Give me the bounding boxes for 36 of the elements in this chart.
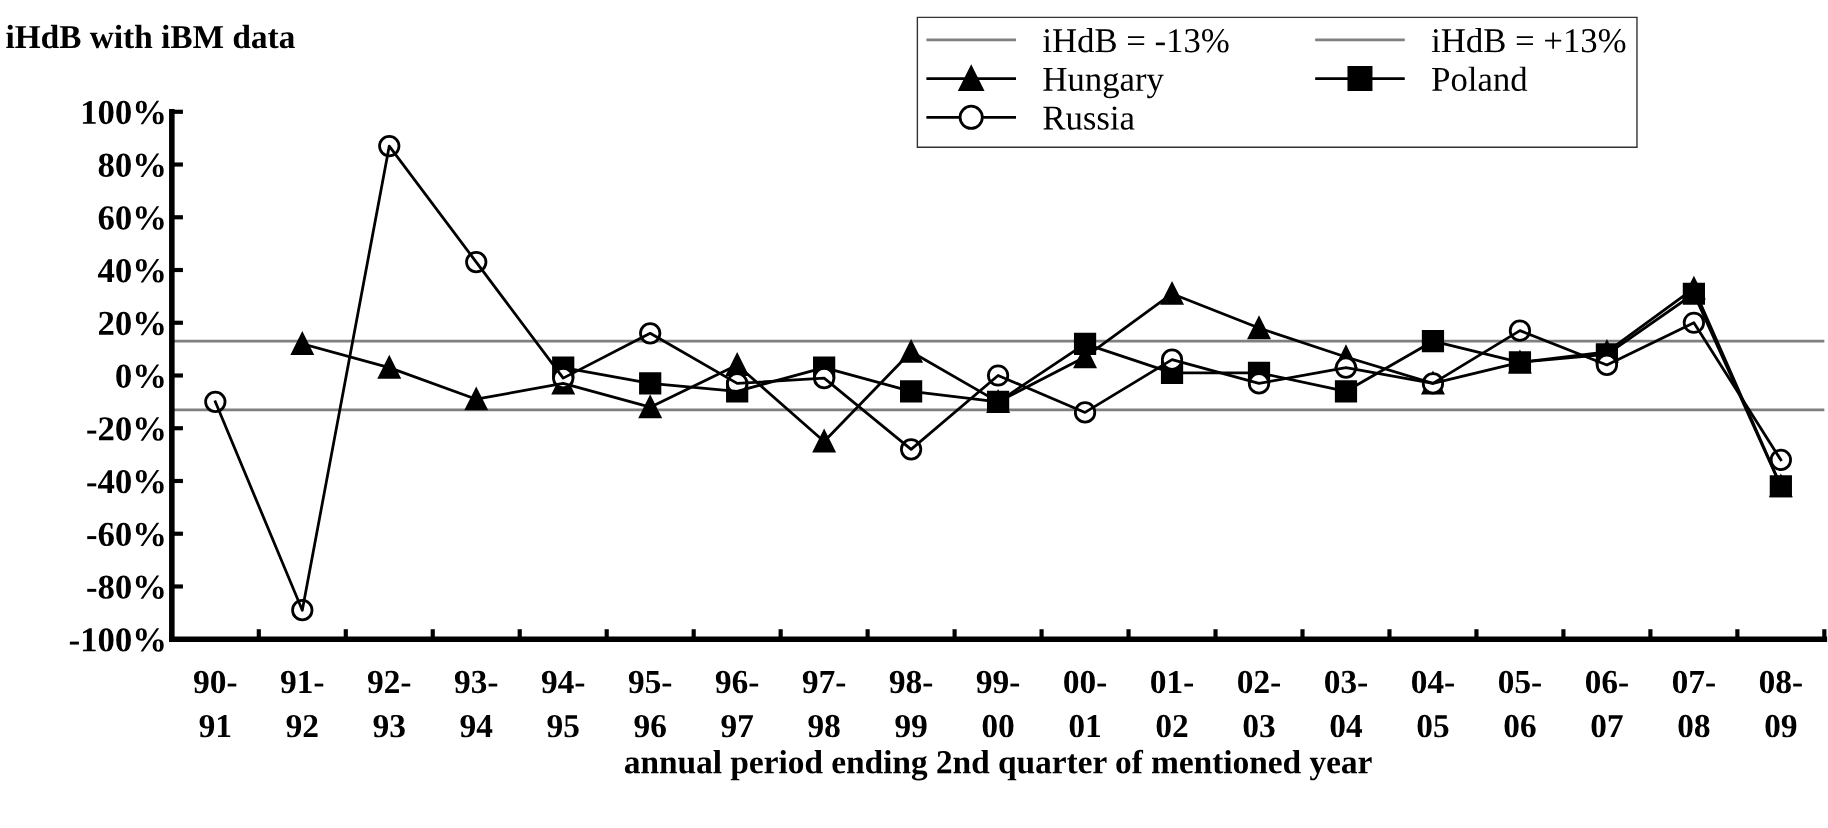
x-tick-label: 98- 99: [889, 670, 933, 738]
legend-label: iHdB = +13%: [1431, 27, 1626, 53]
y-tick-label: 40%: [98, 258, 164, 283]
legend-label: Hungary: [1043, 67, 1164, 99]
x-tick-label: 97- 98: [802, 670, 846, 738]
y-tick-label: -80%: [87, 575, 164, 599]
x-tick-label: 03- 04: [1325, 670, 1367, 738]
x-tick-label: 01- 02: [1151, 670, 1194, 738]
x-tick-label: 94- 95: [541, 670, 585, 738]
x-tick-label: 90- 91: [194, 670, 237, 738]
x-tick-label: 08- 09: [1759, 670, 1802, 738]
x-axis-title: annual period ending 2nd quarter of mentioned year: [624, 749, 1372, 781]
chart-title: iHdB with iBM data: [6, 24, 295, 49]
legend-label: iHdB = -13%: [1043, 27, 1229, 53]
y-tick-label: 60%: [98, 206, 164, 230]
y-tick-label: -100%: [69, 628, 164, 652]
x-tick-label: 07- 08: [1672, 670, 1715, 738]
x-tick-label: 96- 97: [715, 670, 759, 738]
y-tick-label: 0%: [116, 364, 164, 388]
x-tick-label: 93- 94: [454, 670, 498, 738]
x-tick-label: 92- 93: [367, 670, 411, 738]
x-tick-label: 04- 05: [1412, 670, 1454, 738]
y-tick-label: -20%: [87, 417, 164, 441]
y-tick-label: 80%: [98, 153, 164, 178]
legend-label: Poland: [1432, 66, 1528, 92]
x-tick-label: 05- 06: [1498, 670, 1541, 738]
y-tick-label: -60%: [87, 522, 164, 547]
y-tick-label: 100%: [82, 100, 164, 125]
y-tick-label: 20%: [98, 311, 164, 336]
x-tick-label: 06- 07: [1585, 670, 1628, 738]
y-tick-label: -40%: [87, 469, 164, 494]
legend-label: Russia: [1043, 106, 1135, 130]
x-tick-label: 91- 92: [280, 670, 324, 738]
x-tick-label: 00- 01: [1064, 670, 1107, 738]
x-tick-label: 99- 00: [976, 670, 1020, 738]
x-tick-label: 02- 03: [1238, 670, 1281, 738]
